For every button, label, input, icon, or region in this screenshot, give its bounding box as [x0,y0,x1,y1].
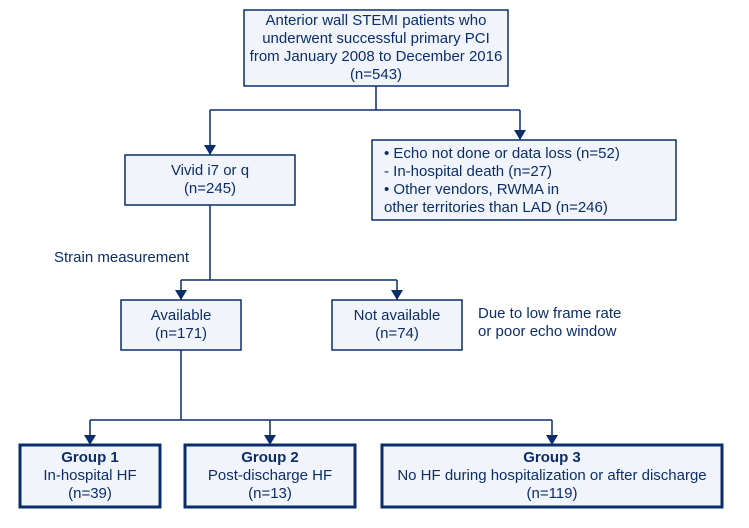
group-1-text-line-0: Group 1 [61,449,119,466]
available-text-line-1: (n=171) [155,325,207,342]
group-3-text-line-2: (n=119) [526,485,577,502]
group-2-text-line-1: Post-discharge HF [208,467,332,484]
exclusion-text-line-0: • Echo not done or data loss (n=52) [384,145,620,162]
group-1-text-line-1: In-hospital HF [43,467,136,484]
not-available-text-line-1: (n=74) [375,325,419,342]
exclusion-text-line-1: - In-hospital death (n=27) [384,163,552,180]
top-box-text-line-3: (n=543) [350,66,402,83]
group-2-text-line-0: Group 2 [241,449,299,466]
not-available-text-line-0: Not available [354,307,441,324]
arrow-head [514,130,526,140]
top-box-text-line-1: underwent successful primary PCI [262,30,490,47]
vivid-text-line-0: Vivid i7 or q [171,162,249,179]
due-to-line-0: Due to low frame rate [478,305,621,322]
arrow-head [175,290,187,300]
group-1-text-line-2: (n=39) [68,485,112,502]
vivid-text-line-1: (n=245) [184,180,236,197]
arrow-head [391,290,403,300]
exclusion-text-line-3: other territories than LAD (n=246) [384,199,608,216]
group-3-text-line-0: Group 3 [523,449,581,466]
strain-label: Strain measurement [54,249,190,266]
top-box-text-line-2: from January 2008 to December 2016 [250,48,503,65]
due-to-line-1: or poor echo window [478,323,617,340]
top-box-text-line-0: Anterior wall STEMI patients who [266,12,487,29]
group-3-text-line-1: No HF during hospitalization or after di… [397,467,706,484]
available-text-line-0: Available [151,307,212,324]
exclusion-text-line-2: • Other vendors, RWMA in [384,181,559,198]
arrow-head [204,145,216,155]
group-2-text-line-2: (n=13) [248,485,292,502]
